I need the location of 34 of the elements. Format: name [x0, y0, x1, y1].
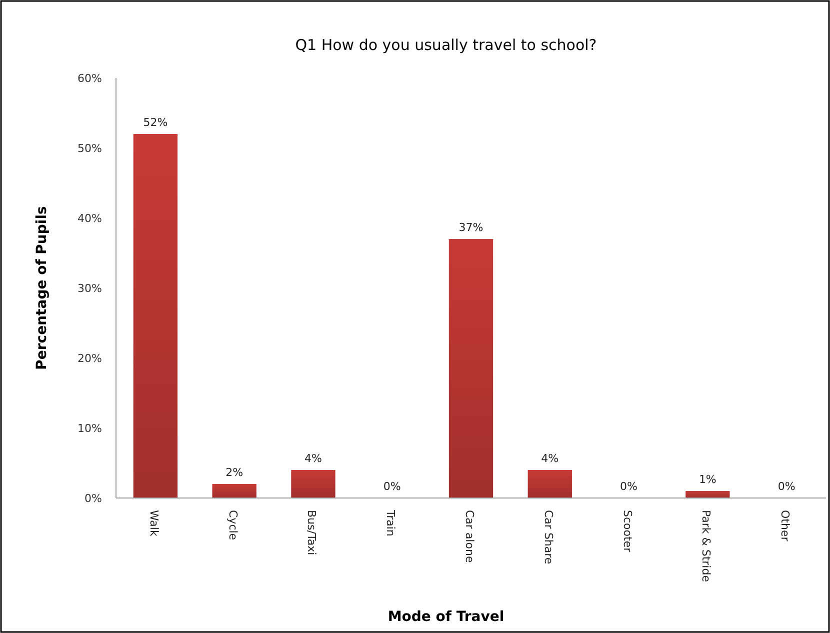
- x-tick-label: Car Share: [542, 510, 555, 564]
- data-label: 1%: [698, 473, 716, 486]
- bar: [686, 491, 730, 498]
- data-label: 52%: [143, 116, 168, 129]
- x-tick-label: Bus/Taxi: [305, 510, 318, 556]
- y-tick-label: 50%: [78, 142, 102, 155]
- x-tick-label: Train: [384, 509, 398, 536]
- x-tick-label: Walk: [147, 510, 160, 537]
- y-tick-label: 30%: [78, 282, 102, 295]
- bar: [448, 239, 494, 498]
- y-tick-label: 60%: [78, 72, 102, 85]
- x-axis-title: Mode of Travel: [388, 609, 504, 625]
- y-tick-label: 20%: [78, 352, 102, 365]
- bar: [212, 484, 256, 498]
- x-tick-label: Cycle: [226, 510, 240, 540]
- x-tick-label: Park & Stride: [700, 510, 713, 582]
- bar: [528, 470, 572, 498]
- bar: [133, 134, 178, 498]
- y-tick-label: 0%: [84, 492, 102, 505]
- data-label: 4%: [541, 452, 559, 465]
- x-tick-label: Scooter: [620, 510, 634, 553]
- y-axis-title: Percentage of Pupils: [34, 206, 50, 370]
- data-label: 4%: [304, 452, 322, 465]
- data-label: 37%: [458, 221, 484, 234]
- data-label: 2%: [226, 466, 244, 479]
- y-tick-label: 10%: [78, 422, 102, 435]
- data-label: 0%: [620, 480, 638, 493]
- x-tick-label: Car alone: [463, 510, 476, 563]
- chart-title: Q1 How do you usually travel to school?: [295, 36, 597, 54]
- data-label: 0%: [383, 480, 401, 493]
- y-tick-label: 40%: [78, 212, 102, 225]
- bar: [291, 470, 336, 498]
- data-label: 0%: [778, 480, 796, 493]
- x-tick-label: Other: [778, 510, 792, 542]
